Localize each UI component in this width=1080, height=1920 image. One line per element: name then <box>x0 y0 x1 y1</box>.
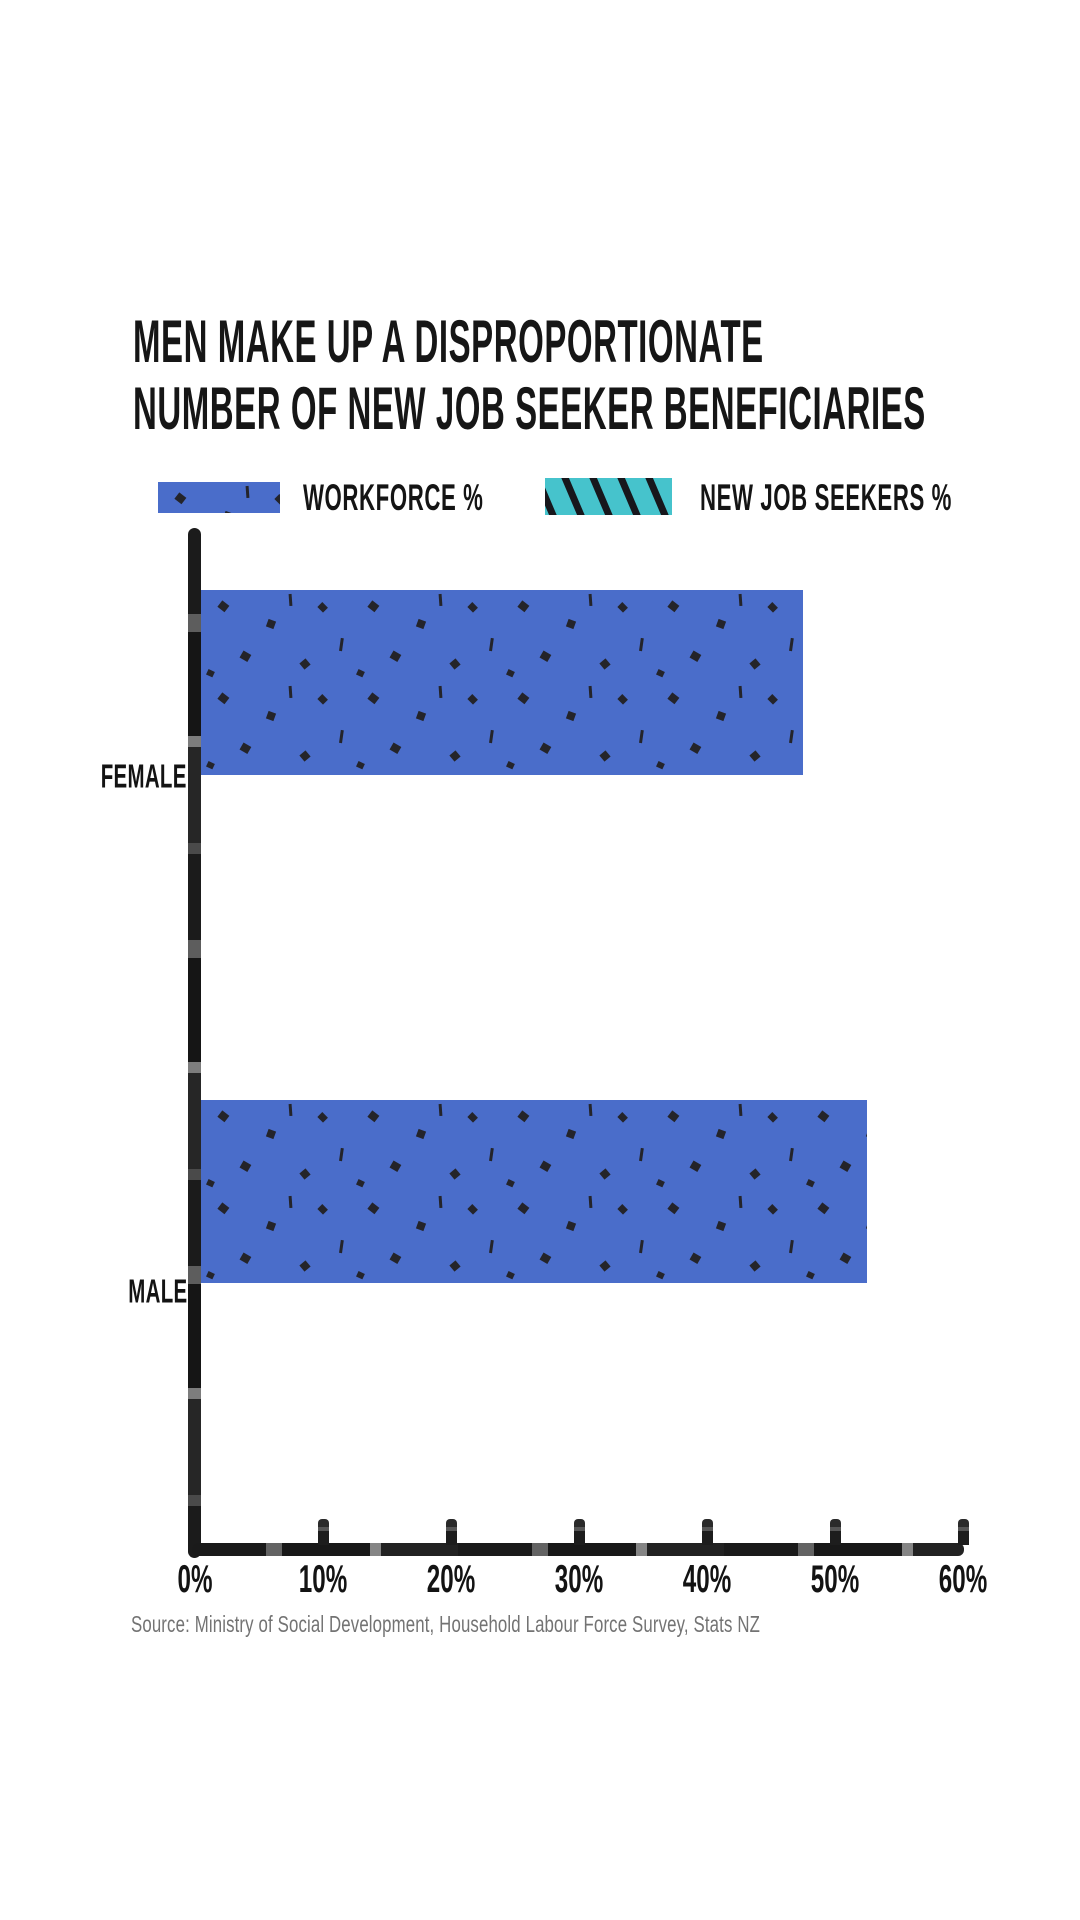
chart-title-line2: NUMBER OF NEW JOB SEEKER BENEFICIARIES <box>133 375 926 442</box>
x-tick-mark-60pct <box>957 1519 969 1545</box>
x-axis-line <box>192 1543 964 1556</box>
category-label-female: FEMALE <box>101 757 187 795</box>
x-tick-mark-30pct <box>573 1519 585 1545</box>
new-job-seekers-legend-swatch <box>545 478 672 515</box>
x-tick-mark-10pct <box>317 1519 329 1545</box>
x-tick-label-60pct: 60% <box>938 1558 988 1601</box>
x-tick-mark-50pct <box>829 1519 841 1545</box>
x-tick-mark-40pct <box>701 1519 713 1545</box>
chart-title: MEN MAKE UP A DISPROPORTIONATE NUMBER OF… <box>133 308 926 442</box>
category-label-male: MALE <box>127 1272 187 1310</box>
workforce-legend-swatch <box>158 482 280 513</box>
y-axis-line <box>188 528 201 1558</box>
x-tick-label-0pct: 0% <box>177 1558 213 1601</box>
source-note: Source: Ministry of Social Development, … <box>131 1611 760 1637</box>
x-tick-mark-20pct <box>445 1519 457 1545</box>
chart-title-line1: MEN MAKE UP A DISPROPORTIONATE <box>133 308 764 375</box>
bar-workforce-male <box>201 1100 867 1283</box>
x-tick-label-20pct: 20% <box>426 1558 476 1601</box>
x-tick-label-50pct: 50% <box>810 1558 860 1601</box>
x-tick-label-10pct: 10% <box>298 1558 348 1601</box>
workforce-legend-label: WORKFORCE % <box>303 477 484 518</box>
new-job-seekers-legend-label: NEW JOB SEEKERS % <box>700 477 952 518</box>
x-tick-label-40pct: 40% <box>682 1558 732 1601</box>
x-tick-label-30pct: 30% <box>554 1558 604 1601</box>
bar-workforce-female <box>201 590 803 775</box>
